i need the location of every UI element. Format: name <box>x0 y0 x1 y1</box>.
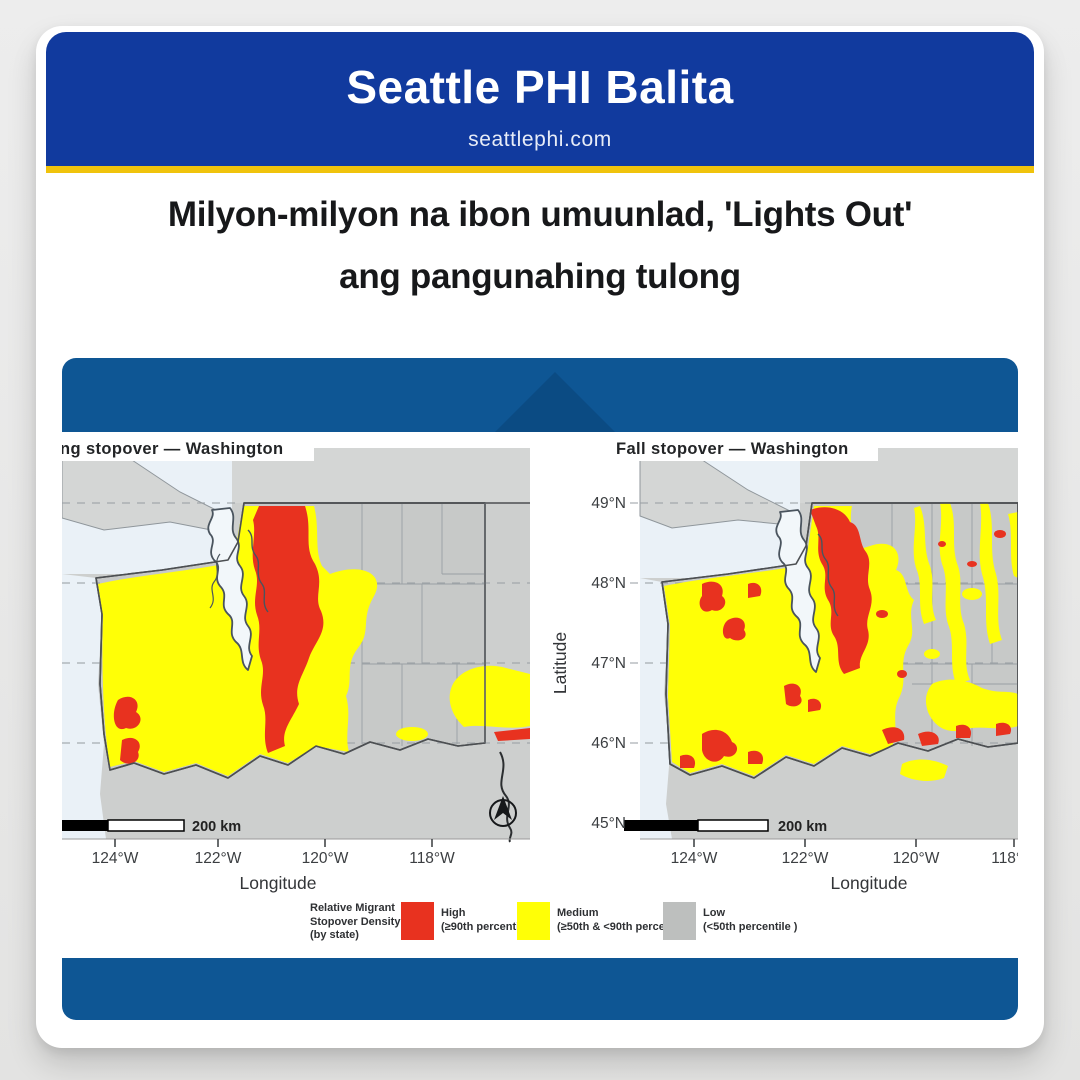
scale-bar: 200 km <box>624 819 827 835</box>
legend-title-line: Relative Migrant <box>310 902 395 914</box>
figure-bottom-band <box>62 958 1018 1020</box>
x-axis-label: Longitude <box>831 873 908 893</box>
map-legend: Relative Migrant Stopover Density (by st… <box>62 898 1018 954</box>
legend-entry-name: Low <box>703 907 725 919</box>
washington-outline <box>661 502 1018 779</box>
puget-sound-shoreline <box>247 529 269 613</box>
legend-entry-range: (<50th percentile ) <box>703 920 798 933</box>
map-title: Fall stopover — Washington <box>616 440 849 458</box>
puget-sound-water <box>207 507 253 671</box>
x-axis-label: Longitude <box>240 873 317 893</box>
map-title-box <box>62 434 314 461</box>
north-arrow-icon <box>489 796 517 827</box>
scale-bar: 200 km <box>62 819 241 835</box>
lon-tick-label: 124°W <box>92 850 139 867</box>
longitude-ticks <box>114 839 433 847</box>
legend-swatch-low <box>663 902 696 940</box>
publisher-header: Seattle PHI Balita seattlephi.com <box>46 32 1034 166</box>
headline: Milyon-milyon na ibon umuunlad, 'Lights … <box>36 184 1044 308</box>
lat-tick-label: 46°N <box>591 735 626 752</box>
legend-entry-name: High <box>441 907 466 919</box>
spring-map-high-patch-coast <box>113 696 141 730</box>
legend-entry-low: Low (<50th percentile ) <box>703 907 797 934</box>
legend-swatch-medium <box>517 902 550 940</box>
washington-outline <box>95 502 486 779</box>
lon-tick-label: 120°W <box>302 850 349 867</box>
spring-map-high-streak-east <box>494 728 530 741</box>
fall-map-pacific-ocean <box>640 578 672 839</box>
legend-entry-range: (≥90th percentile) <box>441 920 533 933</box>
triangle-decoration <box>495 372 615 432</box>
legend-entry-range: (≥50th & <90th percentile) <box>557 920 692 933</box>
lon-tick-label: 118°W <box>409 850 455 867</box>
longitude-ticks <box>693 839 1015 847</box>
fall-map-high-density-patches <box>680 507 1012 768</box>
figure-top-band <box>62 358 1018 432</box>
lon-tick-label: 122°W <box>782 850 829 867</box>
lat-tick-label: 49°N <box>591 495 626 512</box>
spring-map-high-patch-coast-2 <box>120 737 140 764</box>
legend-title-line: (by state) <box>310 929 359 941</box>
spring-map-pacific-ocean <box>62 574 106 839</box>
lat-tick-label: 45°N <box>591 815 626 832</box>
scale-bar-label: 200 km <box>192 819 241 835</box>
brand-title: Seattle PHI Balita <box>346 61 734 113</box>
legend-entry-medium: Medium (≥50th & <90th percentile) <box>557 907 691 934</box>
lon-tick-label: 120°W <box>893 850 940 867</box>
accent-stripe <box>46 166 1034 173</box>
legend-entry-high: High (≥90th percentile) <box>441 907 532 934</box>
site-domain: seattlephi.com <box>468 128 612 151</box>
map-title-box <box>610 434 878 461</box>
scale-bar-label: 200 km <box>778 819 827 835</box>
lon-tick-label: 118°W <box>991 850 1018 867</box>
puget-sound-shoreline <box>817 533 839 617</box>
legend-title-line: Stopover Density <box>310 915 401 928</box>
map-figure: 200 km 124°W 122°W 120°W 118°W Longitude… <box>62 358 1018 1020</box>
map-title: ng stopover — Washington <box>62 440 283 458</box>
fall-map-east-medium-streaks <box>842 503 1018 781</box>
spring-map-medium-patch <box>396 727 428 741</box>
headline-line-1: Milyon-milyon na ibon umuunlad, 'Lights … <box>167 195 913 234</box>
headline-line-2: ang pangunahing tulong <box>339 257 741 296</box>
lon-tick-label: 122°W <box>195 850 242 867</box>
lat-tick-label: 47°N <box>591 655 626 672</box>
news-card: Seattle PHI Balita seattlephi.com Milyon… <box>36 26 1044 1048</box>
spring-stopover-map: 200 km 124°W 122°W 120°W 118°W Longitude… <box>62 434 530 893</box>
spring-map-east-medium-patch <box>449 665 530 728</box>
legend-title: Relative Migrant Stopover Density (by st… <box>310 902 400 943</box>
legend-entry-name: Medium <box>557 907 599 919</box>
fall-stopover-map: 200 km 124°W 122°W 120°W 118°W Longitude… <box>552 434 1018 893</box>
puget-sound-water <box>775 509 821 673</box>
lon-tick-label: 124°W <box>671 850 718 867</box>
lat-tick-label: 48°N <box>591 575 626 592</box>
spring-map-high-density-band <box>252 506 324 753</box>
y-axis-label: Latitude <box>552 632 570 694</box>
legend-swatch-high <box>401 902 434 940</box>
